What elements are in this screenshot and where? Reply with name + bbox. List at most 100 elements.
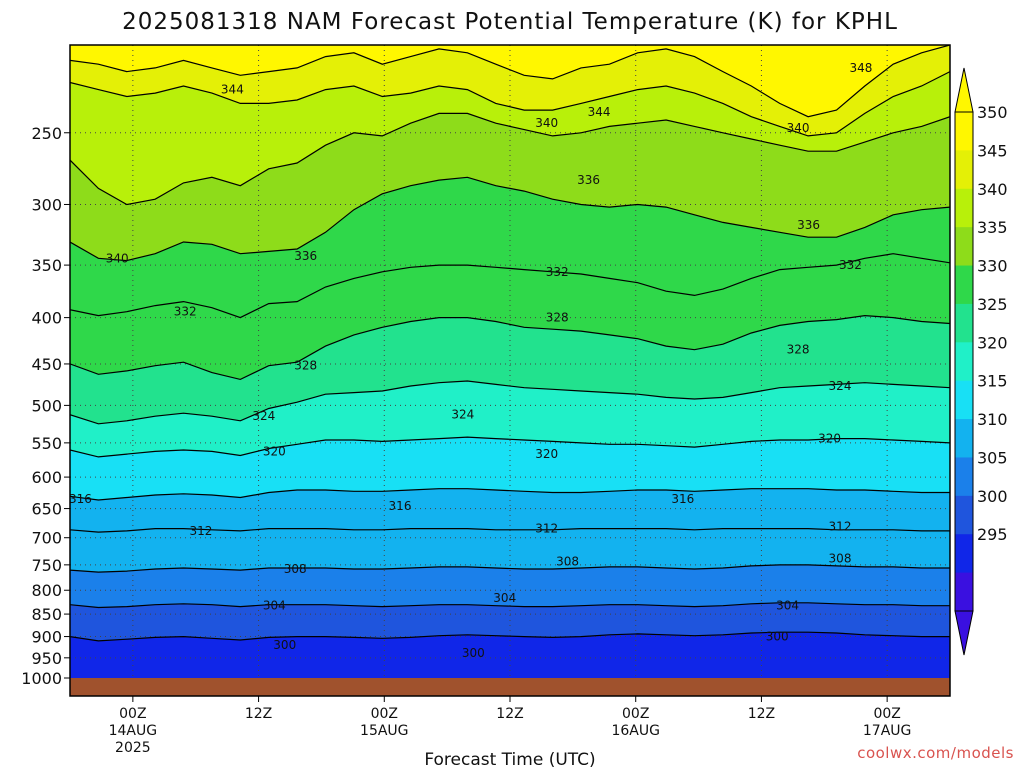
contour-label: 316	[69, 492, 92, 506]
colorbar-label: 305	[977, 448, 1008, 467]
contour-340	[70, 112, 950, 206]
y-tick-label: 850	[31, 605, 62, 624]
contour-328	[70, 314, 950, 381]
colorbar: 350 345 340 335 330 325 320 315 310 305 300 295	[954, 67, 1008, 656]
contour-label: 340	[106, 251, 129, 265]
y-tick-label: 1000	[21, 669, 62, 688]
contour-344	[70, 71, 950, 137]
y-axis-ticks: 250 300 350 400 450 500 550 600 650 700 750 800 850 9…	[21, 124, 70, 688]
ground-strip	[70, 678, 950, 696]
colorbar-label: 295	[977, 525, 1008, 544]
colorbar-swatch	[955, 303, 973, 343]
contour-label: 308	[284, 562, 307, 576]
contour-label: 300	[766, 630, 789, 644]
colorbar-swatch	[955, 572, 973, 612]
grid-lines	[70, 45, 950, 678]
plot-area: 348 344 344 340 340 340 336 336 336 332 332 332 328 3…	[69, 44, 951, 697]
x-axis-label: Forecast Time (UTC)	[424, 750, 595, 768]
contour-label: 344	[588, 105, 611, 119]
contour-label: 312	[829, 519, 852, 533]
colorbar-label: 325	[977, 295, 1008, 314]
y-tick-label: 750	[31, 556, 62, 575]
x-tick-label: 00Z	[119, 706, 146, 722]
contour-lines	[70, 45, 950, 642]
contour-348	[70, 45, 950, 118]
colorbar-swatch	[955, 534, 973, 574]
contour-label: 308	[556, 555, 579, 569]
colorbar-extend-top	[954, 67, 974, 113]
colorbar-swatch	[955, 112, 973, 151]
contour-label: 328	[787, 343, 810, 357]
x-tick-date: 17AUG	[863, 723, 912, 739]
x-tick-label: 12Z	[245, 706, 272, 722]
contour-label: 328	[546, 311, 569, 325]
contour-label: 320	[818, 432, 841, 446]
y-tick-label: 800	[31, 581, 62, 600]
y-tick-label: 550	[31, 434, 62, 453]
watermark: coolwx.com/models	[857, 744, 1014, 762]
colorbar-label: 350	[977, 103, 1008, 122]
contour-label: 336	[294, 249, 317, 263]
colorbar-swatch	[955, 419, 973, 458]
colorbar-swatch	[955, 342, 973, 382]
y-tick-label: 600	[31, 468, 62, 487]
contour-324	[70, 380, 950, 425]
contour-label: 344	[221, 83, 244, 97]
colorbar-label: 315	[977, 372, 1008, 391]
colorbar-label: 300	[977, 487, 1008, 506]
contour-label: 300	[273, 638, 296, 652]
y-tick-label: 350	[31, 256, 62, 275]
x-tick-date: 15AUG	[360, 723, 409, 739]
x-tick-label: 00Z	[622, 706, 649, 722]
contour-label: 312	[189, 524, 212, 538]
x-tick-date: 14AUG	[109, 723, 158, 739]
contour-300	[70, 631, 950, 642]
contour-label: 332	[546, 265, 569, 279]
x-tick-label: 12Z	[748, 706, 775, 722]
colorbar-swatch	[955, 495, 973, 535]
contour-304	[70, 602, 950, 609]
y-tick-label: 700	[31, 529, 62, 548]
contour-label: 312	[535, 522, 558, 536]
x-tick-label: 00Z	[371, 706, 398, 722]
contour-label: 320	[535, 447, 558, 461]
colorbar-swatch	[955, 227, 973, 267]
ground-fill	[70, 678, 950, 696]
colorbar-swatch	[955, 188, 973, 228]
x-tick-date: 16AUG	[611, 723, 660, 739]
contour-label: 324	[451, 408, 474, 422]
x-tick-label: 12Z	[496, 706, 523, 722]
colorbar-swatch	[955, 150, 973, 190]
contour-label: 336	[797, 218, 820, 232]
contour-label: 348	[849, 61, 872, 75]
colorbar-swatch	[955, 380, 973, 420]
contour-label: 340	[535, 116, 558, 130]
colorbar-swatch	[955, 265, 973, 305]
y-tick-label: 950	[31, 649, 62, 668]
contour-label: 324	[829, 379, 852, 393]
contour-316	[70, 488, 950, 501]
y-tick-label: 650	[31, 500, 62, 519]
contour-label: 304	[776, 599, 799, 613]
colorbar-extend-bottom	[954, 610, 974, 656]
contour-332	[70, 253, 950, 319]
contour-label: 332	[174, 305, 197, 319]
contour-label: 336	[577, 173, 600, 187]
contour-label: 304	[493, 591, 516, 605]
x-tick-year: 2025	[115, 740, 151, 756]
contour-320	[70, 436, 950, 458]
y-tick-label: 300	[31, 195, 62, 214]
contour-label: 300	[462, 646, 485, 660]
y-tick-label: 400	[31, 309, 62, 328]
y-tick-label: 250	[31, 124, 62, 143]
colorbar-swatch	[955, 457, 973, 497]
x-tick-label: 00Z	[873, 706, 900, 722]
colorbar-label: 320	[977, 333, 1008, 352]
y-tick-label: 500	[31, 396, 62, 415]
colorbar-label: 340	[977, 180, 1008, 199]
contour-label: 308	[829, 552, 852, 566]
contour-label: 316	[671, 492, 694, 506]
contour-label: 328	[294, 359, 317, 373]
